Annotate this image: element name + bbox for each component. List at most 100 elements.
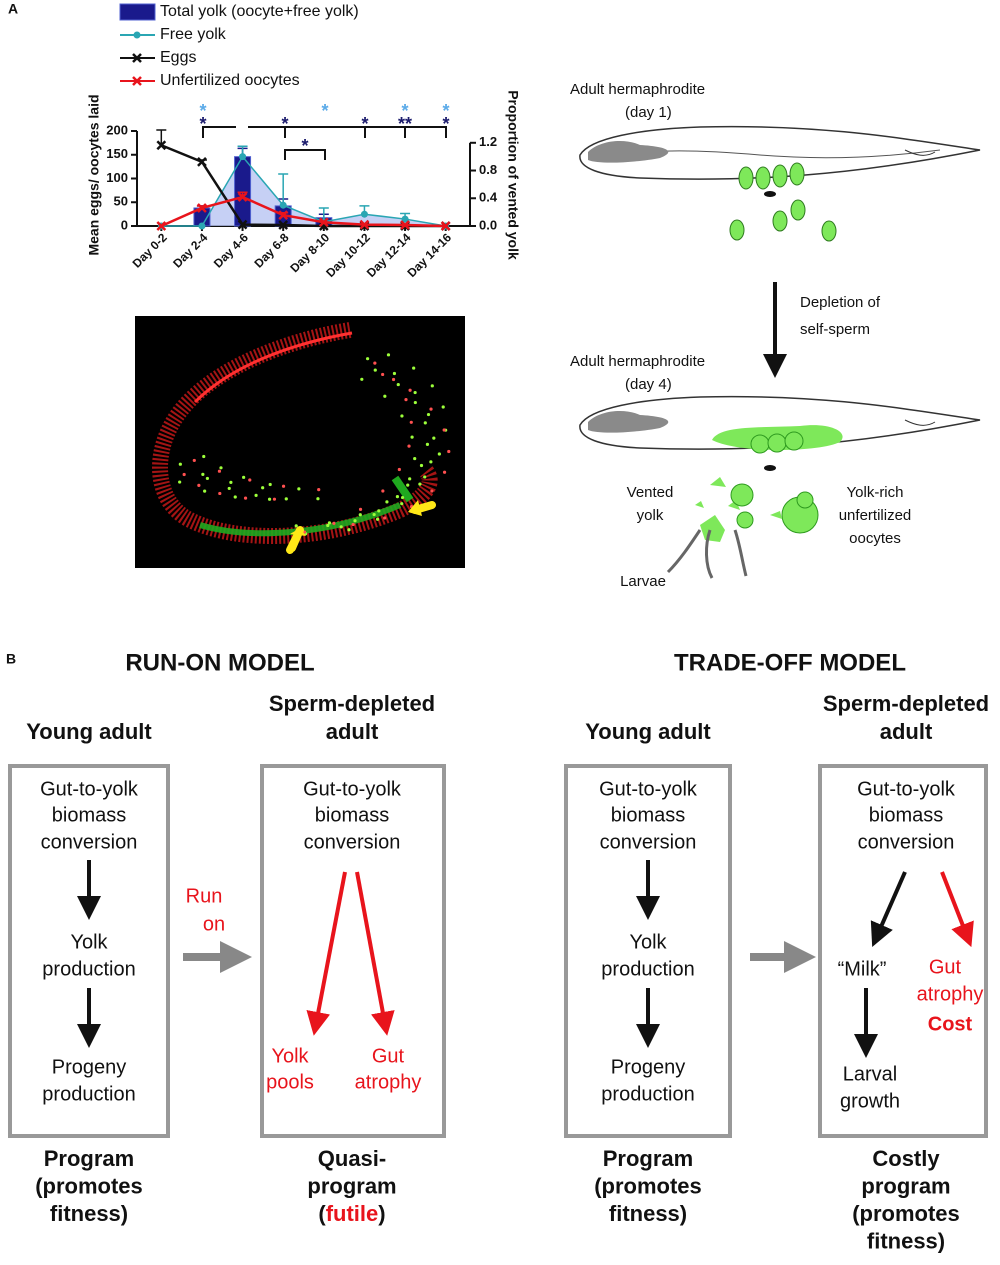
legend-marker xyxy=(133,31,141,39)
text: Day 14-16 xyxy=(405,230,455,280)
line xyxy=(160,195,446,228)
text: Vented xyxy=(627,484,674,501)
text: on xyxy=(203,913,225,935)
text: * xyxy=(199,101,206,121)
text: biomass xyxy=(611,804,685,826)
text: Sperm-depleted xyxy=(823,691,989,716)
text: Depletion of xyxy=(800,294,881,311)
text: Gut xyxy=(929,956,962,978)
text: fitness) xyxy=(609,1201,687,1226)
text: Cost xyxy=(928,1013,973,1035)
text: (promotes xyxy=(35,1173,143,1198)
text: Day 6-8 xyxy=(251,230,291,270)
text: B xyxy=(6,651,16,667)
text: 200 xyxy=(106,122,128,137)
text: Gut xyxy=(372,1045,405,1067)
text: Costly xyxy=(872,1146,940,1171)
text: Proportion of vented yolk xyxy=(505,90,521,260)
point xyxy=(401,215,409,223)
worm-day1 xyxy=(579,125,981,242)
text: biomass xyxy=(52,804,126,826)
point xyxy=(278,220,289,230)
text: 100 xyxy=(106,170,128,185)
point xyxy=(156,140,167,151)
text: 0.4 xyxy=(479,190,498,205)
text: 50 xyxy=(114,194,128,209)
text: pools xyxy=(266,1071,314,1093)
text: ** xyxy=(398,114,412,134)
point xyxy=(440,221,451,231)
text: RUN-ON MODEL xyxy=(125,649,314,676)
error-bar xyxy=(156,129,167,146)
text: Larvae xyxy=(620,573,666,590)
error-bar xyxy=(278,173,289,206)
text: 0.0 xyxy=(479,217,497,232)
point xyxy=(237,192,248,202)
point xyxy=(197,156,207,167)
text: “Milk” xyxy=(838,958,887,980)
text: Young adult xyxy=(26,719,152,744)
text: (day 1) xyxy=(625,104,672,121)
text: Adult hermaphrodite xyxy=(570,81,705,98)
arrows xyxy=(77,860,974,1058)
text: production xyxy=(42,958,135,980)
text: program xyxy=(307,1173,396,1198)
point xyxy=(156,221,167,231)
text: * xyxy=(361,114,368,134)
line xyxy=(161,155,446,227)
point xyxy=(400,220,410,230)
text: Yolk-rich xyxy=(847,484,904,501)
text: Adult hermaphrodite xyxy=(570,353,705,370)
significance-brackets xyxy=(202,126,447,160)
text: Gut-to-yolk xyxy=(599,778,698,800)
text: * xyxy=(442,101,449,121)
text: conversion xyxy=(600,831,697,853)
text: Gut-to-yolk xyxy=(857,778,956,800)
text: futile xyxy=(326,1201,379,1226)
text: A xyxy=(8,1,18,17)
legend-marker xyxy=(132,53,142,63)
point xyxy=(237,219,248,230)
text: Total yolk (oocyte+free yolk) xyxy=(160,3,359,20)
text: conversion xyxy=(858,831,955,853)
point xyxy=(198,222,206,230)
text: program xyxy=(861,1173,950,1198)
text: Gut-to-yolk xyxy=(303,778,402,800)
point xyxy=(359,219,370,230)
text: atrophy xyxy=(917,983,984,1005)
text: oocytes xyxy=(849,530,901,547)
text: atrophy xyxy=(355,1071,422,1093)
text: * xyxy=(301,136,308,156)
text: (day 4) xyxy=(625,376,672,393)
text: Day 2-4 xyxy=(170,230,210,270)
text: Free yolk xyxy=(160,26,227,43)
text: Yolk xyxy=(70,931,108,953)
micrograph xyxy=(135,316,465,568)
text: (promotes xyxy=(852,1201,960,1226)
text: Day 0-2 xyxy=(130,230,170,270)
point xyxy=(239,153,247,161)
text: * xyxy=(281,114,288,134)
text: Gut-to-yolk xyxy=(40,778,139,800)
text: 1.2 xyxy=(479,134,497,149)
text: * xyxy=(442,114,449,134)
text: 150 xyxy=(106,146,128,161)
text: yolk xyxy=(637,507,664,524)
text: 0.8 xyxy=(479,162,497,177)
worm-day4 xyxy=(579,395,981,579)
text: * xyxy=(199,114,206,134)
text: Larval xyxy=(843,1063,897,1085)
text: fitness) xyxy=(50,1201,128,1226)
text: Mean eggs/ oocytes laid xyxy=(86,94,102,255)
text: Yolk xyxy=(629,931,667,953)
text: adult xyxy=(326,719,379,744)
text: Sperm-depleted xyxy=(269,691,435,716)
text: production xyxy=(42,1083,135,1105)
text: Progeny xyxy=(611,1056,686,1078)
text: conversion xyxy=(41,831,138,853)
text: * xyxy=(401,101,408,121)
point xyxy=(318,217,329,228)
text: production xyxy=(601,1083,694,1105)
text: Program xyxy=(44,1146,134,1171)
text: * xyxy=(321,101,328,121)
